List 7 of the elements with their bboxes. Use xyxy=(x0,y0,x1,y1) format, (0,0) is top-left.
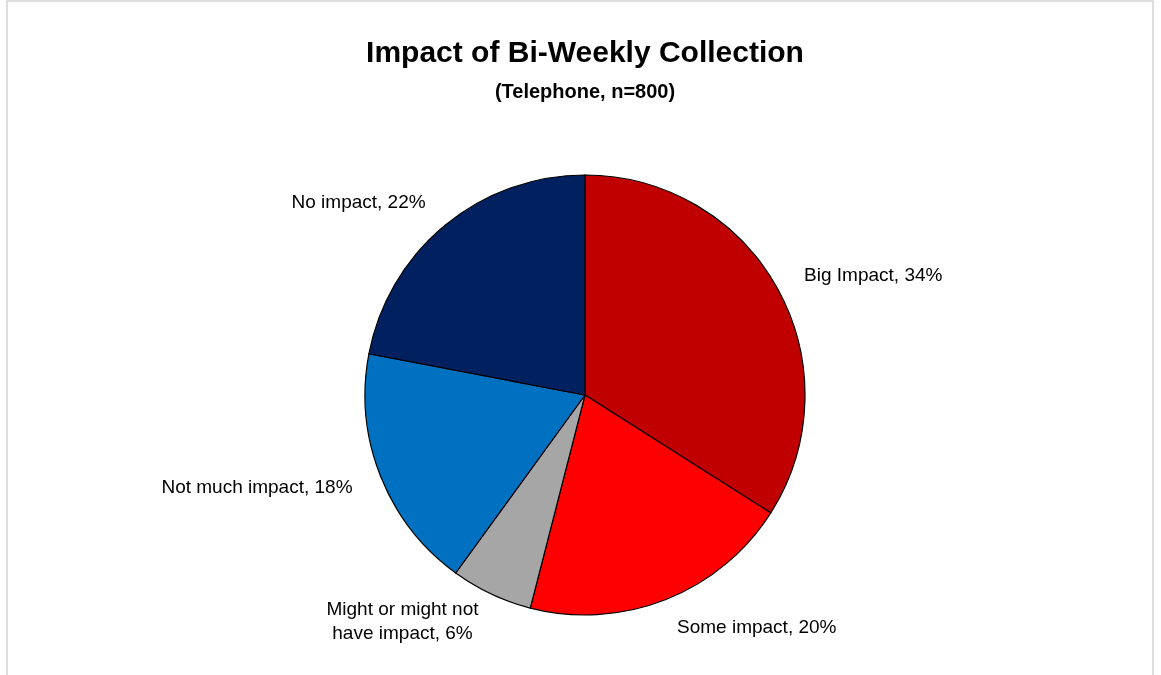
slice-label: Not much impact, 18% xyxy=(161,476,353,498)
slice-label: Might or might not have impact, 6% xyxy=(326,598,480,644)
chart-subtitle: (Telephone, n=800) xyxy=(494,80,676,102)
slice-label: No impact, 22% xyxy=(291,191,426,213)
slice-label: Big Impact, 34% xyxy=(804,263,943,285)
slice-label: Some impact, 20% xyxy=(677,616,837,638)
chart-title: Impact of Bi-Weekly Collection xyxy=(366,35,804,68)
